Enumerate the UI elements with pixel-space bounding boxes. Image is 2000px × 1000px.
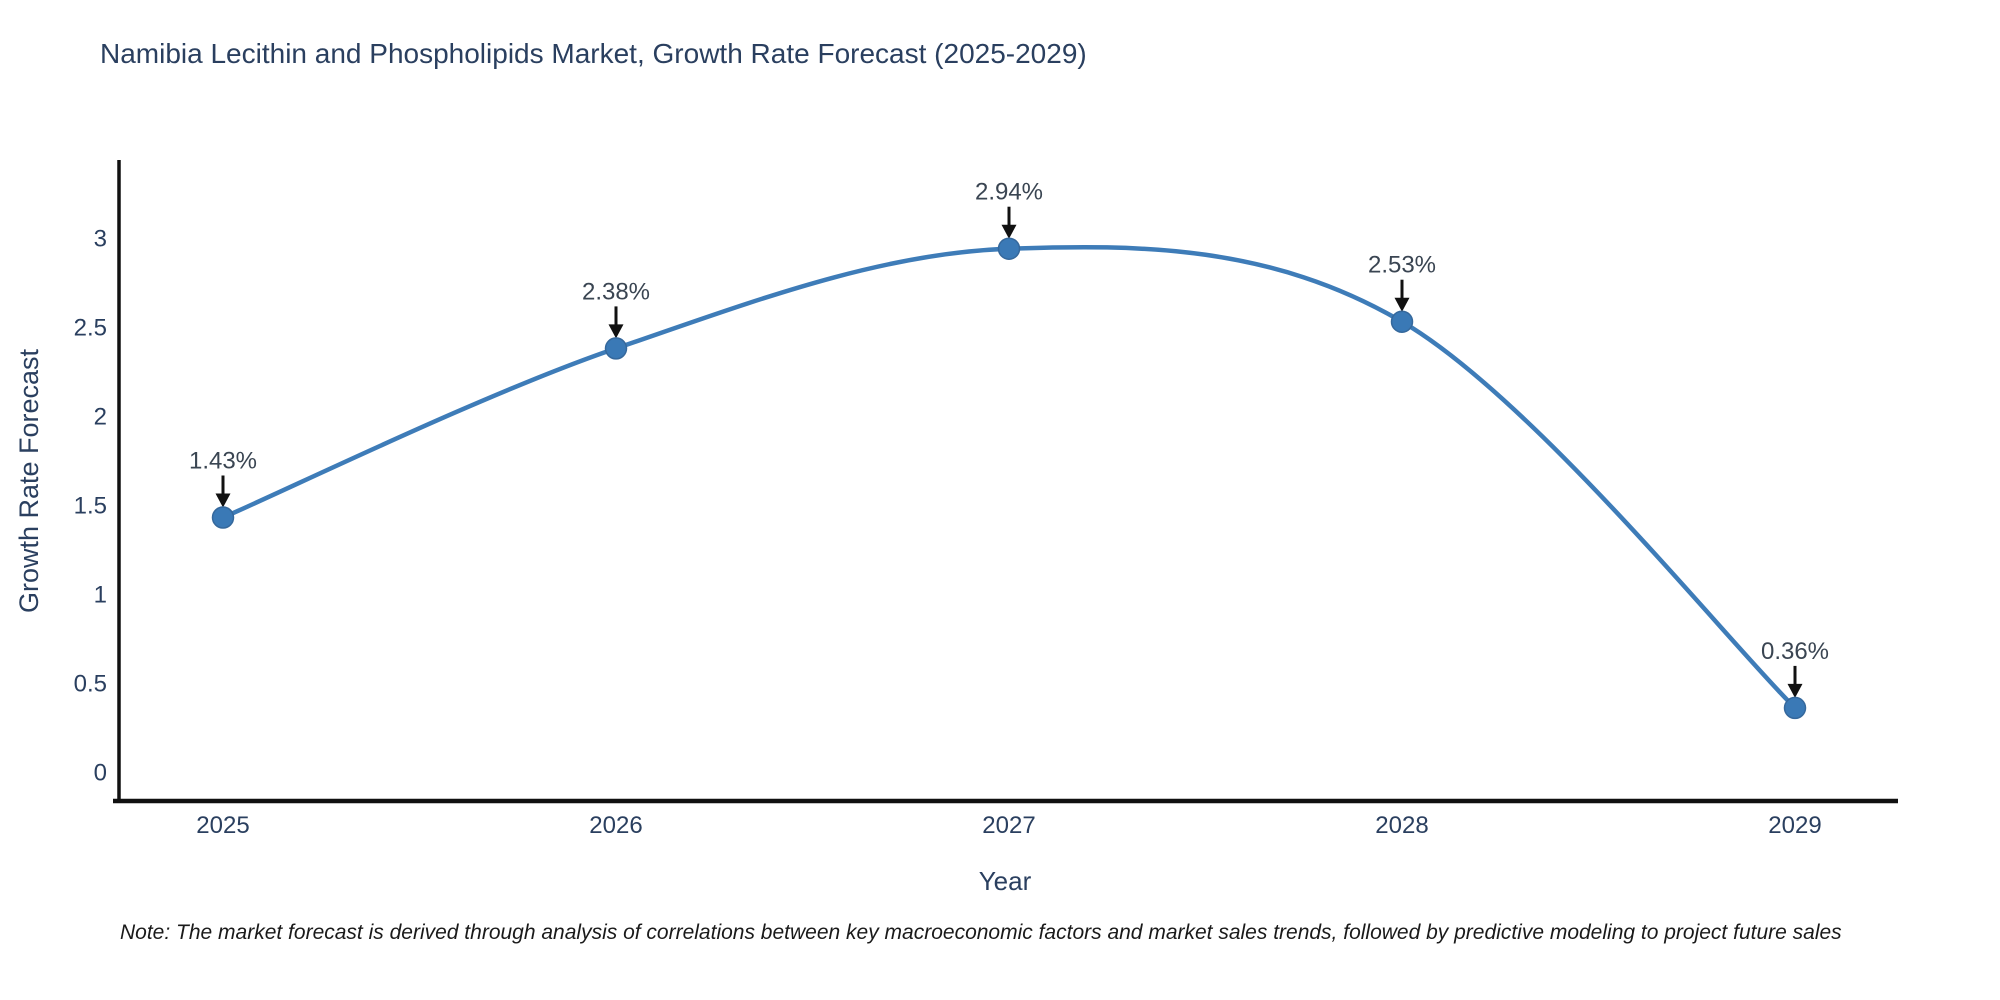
y-tick-label: 1 (94, 581, 107, 608)
data-point[interactable] (604, 337, 628, 360)
point-annotation-label: 2.38% (582, 278, 650, 305)
x-tick-label: 2028 (1375, 812, 1428, 839)
x-tick-label: 2029 (1768, 812, 1821, 839)
y-tick-label: 2.5 (74, 314, 107, 341)
footnote: Note: The market forecast is derived thr… (120, 921, 1842, 944)
data-point[interactable] (1783, 696, 1807, 720)
point-annotation-label: 2.53% (1368, 252, 1436, 279)
annotation-arrow-head (1787, 683, 1803, 698)
y-tick-label: 3 (94, 225, 107, 252)
annotation-arrow-head (215, 493, 231, 508)
x-tick-label: 2025 (196, 812, 249, 839)
data-point[interactable] (1390, 310, 1414, 333)
x-tick-label: 2026 (589, 812, 642, 839)
data-point[interactable] (997, 237, 1021, 260)
annotation-arrow-head (608, 324, 624, 339)
y-tick-label: 0 (94, 759, 107, 786)
annotation-arrow-head (1001, 224, 1017, 239)
y-tick-label: 1.5 (74, 492, 107, 519)
annotation-arrow-head (1394, 297, 1410, 312)
x-axis-title: Year (979, 866, 1032, 896)
data-point[interactable] (211, 506, 235, 529)
point-annotation-label: 0.36% (1761, 638, 1829, 665)
y-tick-label: 0.5 (74, 670, 107, 697)
point-annotation-label: 2.94% (975, 179, 1043, 206)
chart-title: Namibia Lecithin and Phospholipids Marke… (100, 38, 1087, 69)
point-annotation-label: 1.43% (189, 448, 257, 475)
y-axis-title: Growth Rate Forecast (14, 348, 44, 613)
trend-line (220, 244, 1798, 711)
x-tick-label: 2027 (982, 812, 1035, 839)
y-tick-label: 2 (94, 403, 107, 430)
